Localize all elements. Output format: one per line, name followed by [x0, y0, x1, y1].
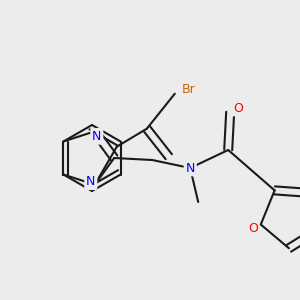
Text: N: N — [185, 161, 195, 175]
Text: N: N — [92, 130, 101, 143]
Text: O: O — [248, 222, 258, 235]
Text: N: N — [86, 175, 95, 188]
Text: Br: Br — [182, 83, 196, 96]
Text: O: O — [233, 101, 243, 115]
